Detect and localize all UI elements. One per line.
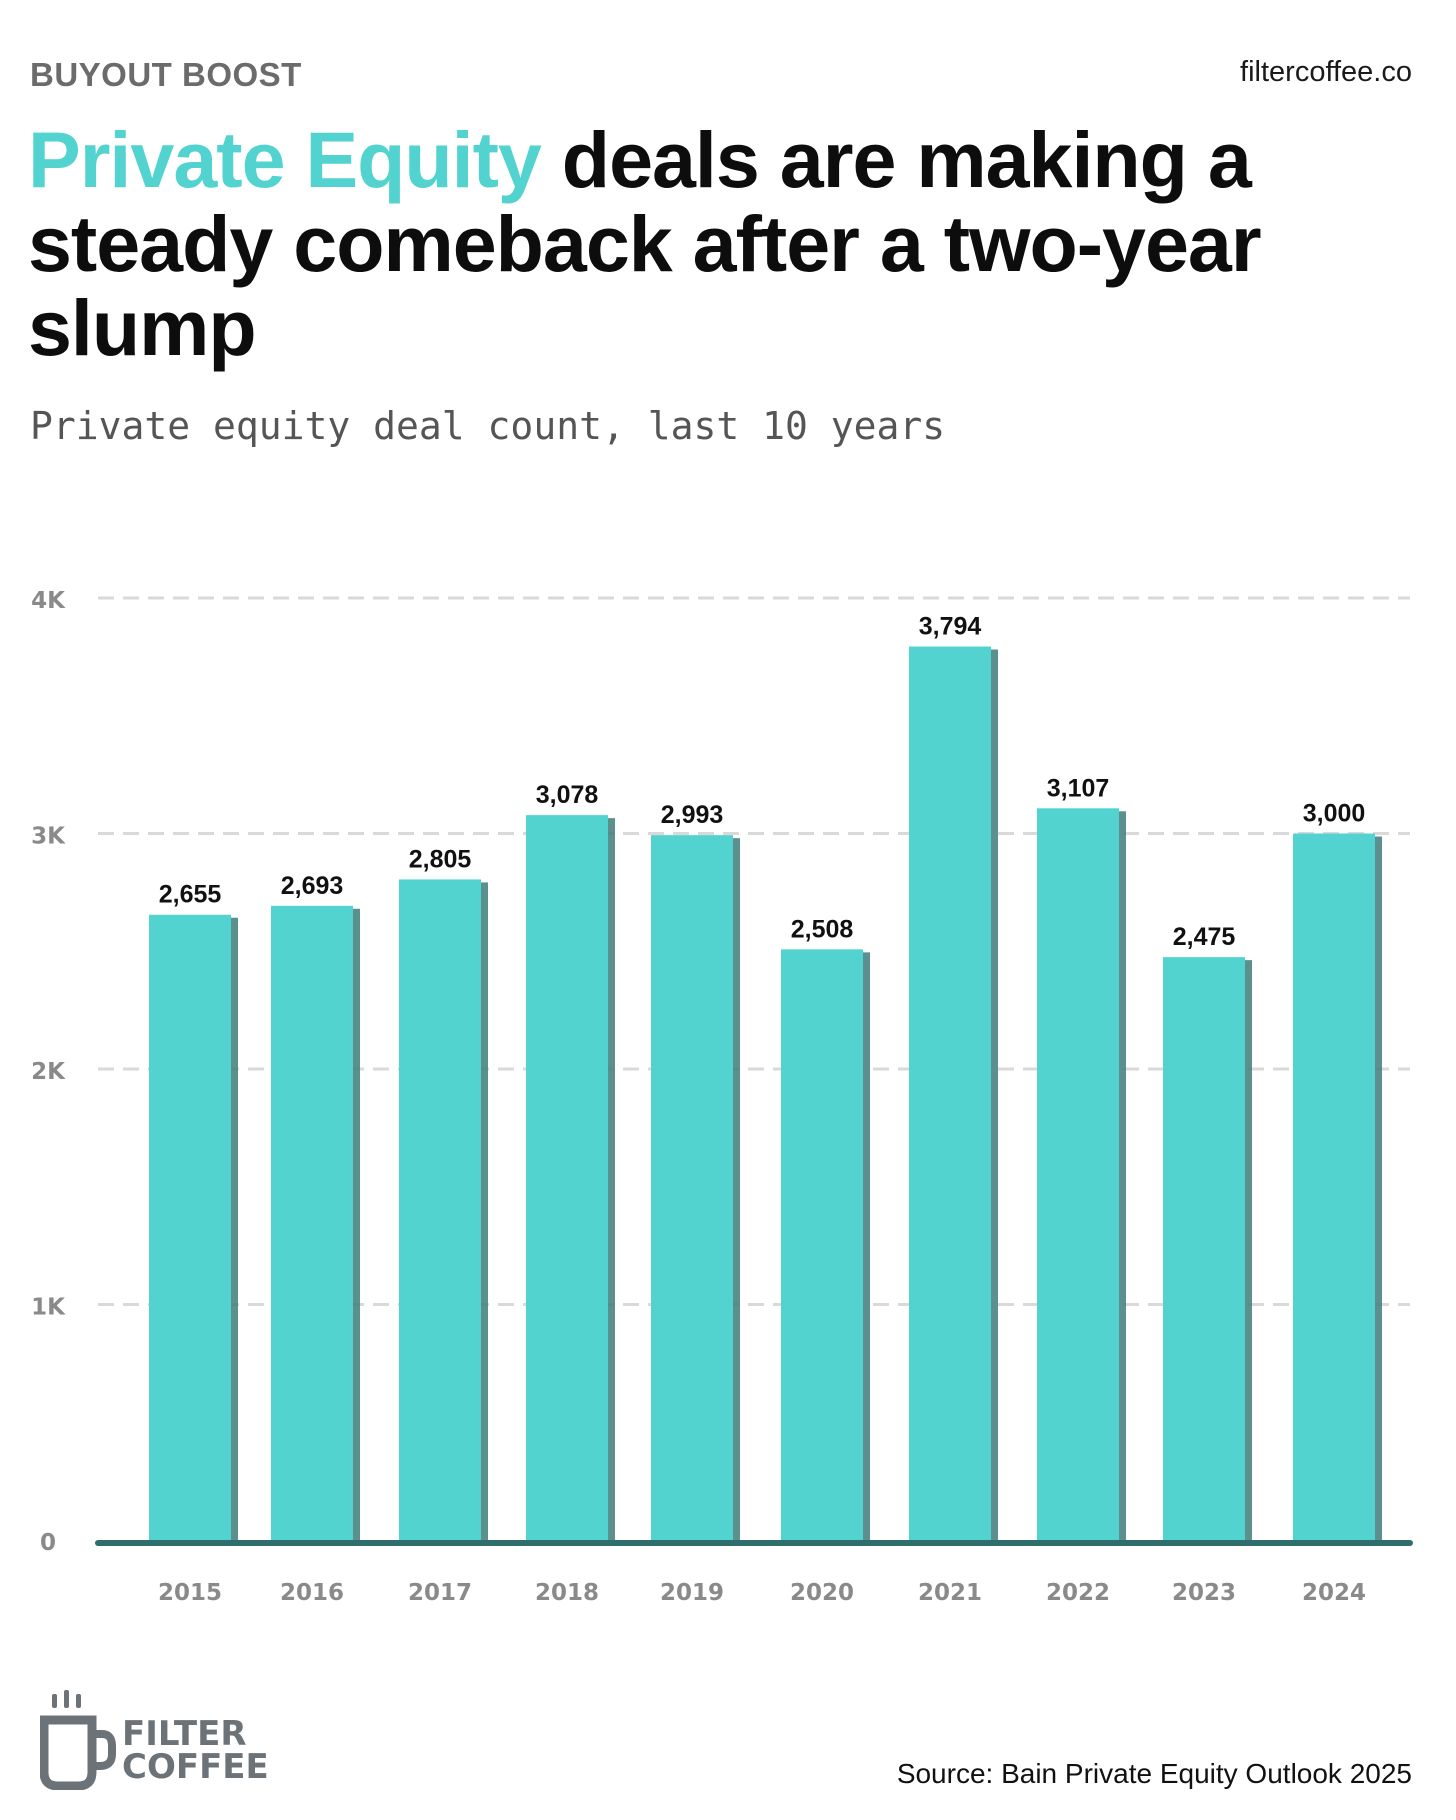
bar-2022 [1037, 808, 1119, 1540]
data-label: 2,475 [1173, 923, 1236, 951]
coffee-cup-icon [40, 1690, 116, 1790]
y-tick-label: 1K [31, 1295, 66, 1321]
labels-layer: 2,655 2015 2,693 2016 2,805 2017 3,078 2018 2,99… [95, 613, 1413, 1606]
bar-2021 [909, 646, 991, 1540]
kicker: BUYOUT BOOST [30, 56, 302, 93]
x-tick-label: 2023 [1172, 1580, 1236, 1606]
y-tick-label: 3K [31, 824, 66, 850]
bar-chart: 0 1K 2K 3K 4K 2,655 2015 2,693 2016 2,805 2017 3,0… [31, 588, 1413, 1606]
data-label: 3,107 [1047, 774, 1110, 802]
title-rest: deals are making a steady comeback after… [28, 115, 1262, 372]
data-label: 2,805 [409, 845, 472, 873]
x-tick-label: 2021 [918, 1580, 982, 1606]
logo-text: FILTER COFFEE [122, 1714, 269, 1787]
logo-line-1: FILTER [122, 1714, 247, 1754]
data-label: 2,655 [159, 881, 222, 909]
site-link[interactable]: filtercoffee.co [1240, 56, 1412, 88]
x-tick-label: 2016 [280, 1580, 344, 1606]
data-label: 3,794 [919, 613, 982, 641]
data-label: 3,078 [536, 781, 599, 809]
chart-subtitle: Private equity deal count, last 10 years [30, 404, 946, 448]
x-tick-label: 2017 [408, 1580, 472, 1606]
data-label: 3,000 [1303, 800, 1366, 828]
y-tick-label: 4K [31, 588, 66, 614]
x-tick-label: 2020 [790, 1580, 854, 1606]
x-tick-label: 2015 [158, 1580, 222, 1606]
bar-2017 [399, 879, 481, 1540]
y-tick-label: 0 [40, 1530, 56, 1556]
bar-2019 [651, 835, 733, 1540]
source-note: Source: Bain Private Equity Outlook 2025 [896, 1758, 1412, 1789]
data-label: 2,508 [791, 915, 854, 943]
bar-2023 [1163, 957, 1245, 1540]
bar-2018 [526, 815, 608, 1540]
title-highlight: Private Equity [28, 115, 542, 204]
x-tick-label: 2019 [660, 1580, 724, 1606]
data-label: 2,693 [281, 872, 344, 900]
x-tick-label: 2024 [1302, 1580, 1366, 1606]
data-label: 2,993 [661, 801, 724, 829]
grid-layer: 0 1K 2K 3K 4K [31, 588, 1410, 1556]
x-tick-label: 2018 [535, 1580, 599, 1606]
y-tick-label: 2K [31, 1059, 66, 1085]
bars-layer [149, 646, 1382, 1543]
bar-2015 [149, 914, 231, 1540]
bar-2016 [271, 905, 353, 1540]
bar-2020 [781, 949, 863, 1540]
x-tick-label: 2022 [1046, 1580, 1110, 1606]
page-title: Private Equity deals are making a steady… [28, 118, 1408, 370]
logo-line-2: COFFEE [122, 1747, 269, 1787]
bar-2024 [1293, 833, 1375, 1540]
